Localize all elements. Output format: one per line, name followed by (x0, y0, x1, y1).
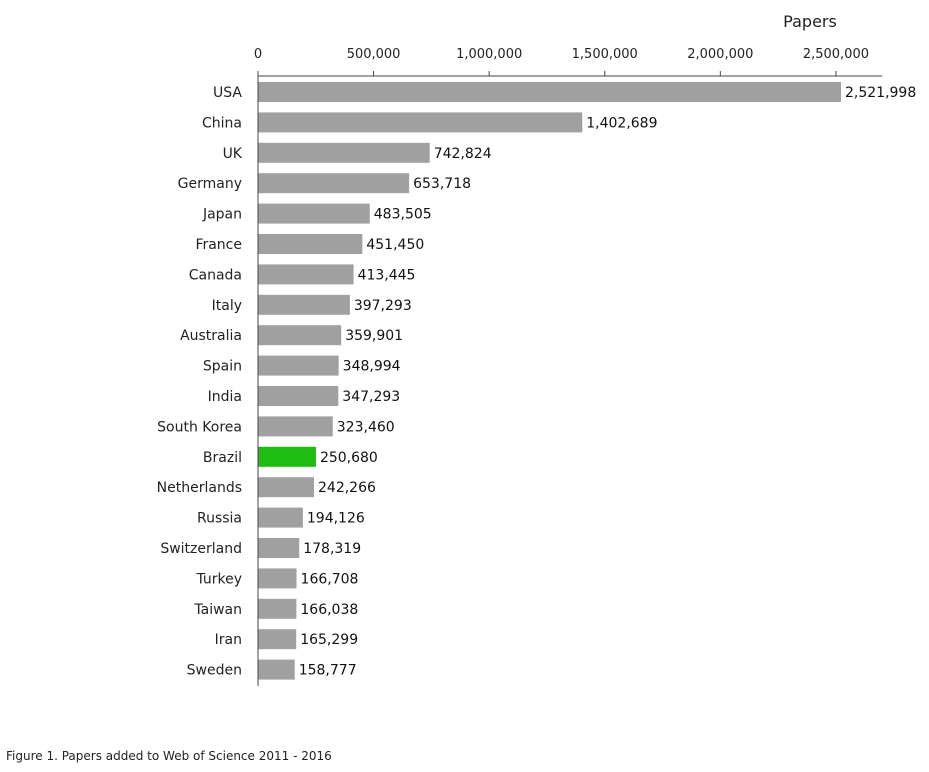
category-label: Spain (203, 359, 242, 375)
value-label: 653,718 (413, 176, 471, 192)
category-label: Italy (212, 298, 242, 314)
category-label: Iran (215, 632, 242, 648)
x-tick-label: 2,500,000 (803, 47, 869, 62)
bar-russia (258, 507, 303, 528)
bar-sweden (258, 659, 295, 680)
bar-chart: Papers 0 500,000 1,000,000 1,500,000 2,000,0… (157, 12, 916, 686)
category-label: Brazil (203, 450, 242, 466)
bar-switzerland (258, 538, 300, 558)
bar-taiwan (258, 598, 297, 619)
value-label: 359,901 (345, 328, 403, 344)
value-label: 166,708 (301, 571, 359, 587)
category-label: Sweden (187, 663, 242, 679)
bar-usa (258, 82, 841, 102)
value-label: 242,266 (318, 480, 376, 496)
category-label: France (195, 237, 242, 253)
category-label: South Korea (157, 419, 242, 435)
value-label: 323,460 (337, 419, 395, 435)
category-label: Canada (189, 267, 242, 283)
bar-iran (258, 629, 297, 650)
category-label: Turkey (195, 571, 242, 587)
value-label: 451,450 (366, 237, 424, 253)
value-label: 2,521,998 (845, 85, 916, 101)
category-label: Japan (202, 207, 242, 223)
bar-france (258, 234, 363, 254)
value-label: 194,126 (307, 511, 365, 527)
value-label: 158,777 (299, 663, 357, 679)
value-label: 165,299 (300, 632, 358, 648)
bar-netherlands (258, 477, 315, 498)
category-label: USA (213, 85, 242, 101)
x-tick-label: 0 (254, 47, 262, 62)
category-label: Australia (180, 328, 242, 344)
x-tick-label: 1,000,000 (456, 47, 522, 62)
x-tick-label: 2,000,000 (687, 47, 753, 62)
category-label: Taiwan (193, 602, 242, 618)
category-label: India (208, 389, 242, 405)
bar-south-korea (258, 416, 333, 437)
category-label: China (202, 115, 242, 131)
value-label: 178,319 (303, 541, 361, 557)
bar-spain (258, 355, 339, 376)
figure-caption: Figure 1. Papers added to Web of Science… (6, 749, 332, 763)
category-label: Netherlands (157, 480, 242, 496)
bar-brazil (258, 446, 316, 467)
bar-australia (258, 325, 342, 346)
value-label: 348,994 (343, 359, 401, 375)
value-label: 250,680 (320, 450, 378, 466)
value-label: 1,402,689 (586, 115, 657, 131)
bar-germany (258, 173, 410, 194)
bar-turkey (258, 568, 297, 589)
x-tick-label: 1,500,000 (572, 47, 638, 62)
bar-uk (258, 142, 430, 163)
value-label: 742,824 (434, 146, 492, 162)
x-axis-ticks: 0 500,000 1,000,000 1,500,000 2,000,000 2,500… (254, 47, 869, 76)
x-tick-label: 500,000 (347, 47, 401, 62)
value-label: 397,293 (354, 298, 412, 314)
bar-canada (258, 264, 354, 285)
bar-japan (258, 203, 370, 224)
value-label: 347,293 (342, 389, 400, 405)
category-label: Germany (178, 176, 242, 192)
value-label: 166,038 (300, 602, 358, 618)
bar-italy (258, 294, 350, 315)
bar-india (258, 386, 339, 406)
category-label: Russia (197, 511, 242, 527)
bar-china (258, 112, 583, 133)
category-label: Switzerland (160, 541, 242, 557)
bars: USA 2,521,998 China 1,402,689 UK 742,824 Germa… (157, 82, 916, 680)
x-axis-title: Papers (783, 12, 837, 31)
value-label: 413,445 (358, 267, 416, 283)
category-label: UK (223, 146, 243, 162)
value-label: 483,505 (374, 207, 432, 223)
